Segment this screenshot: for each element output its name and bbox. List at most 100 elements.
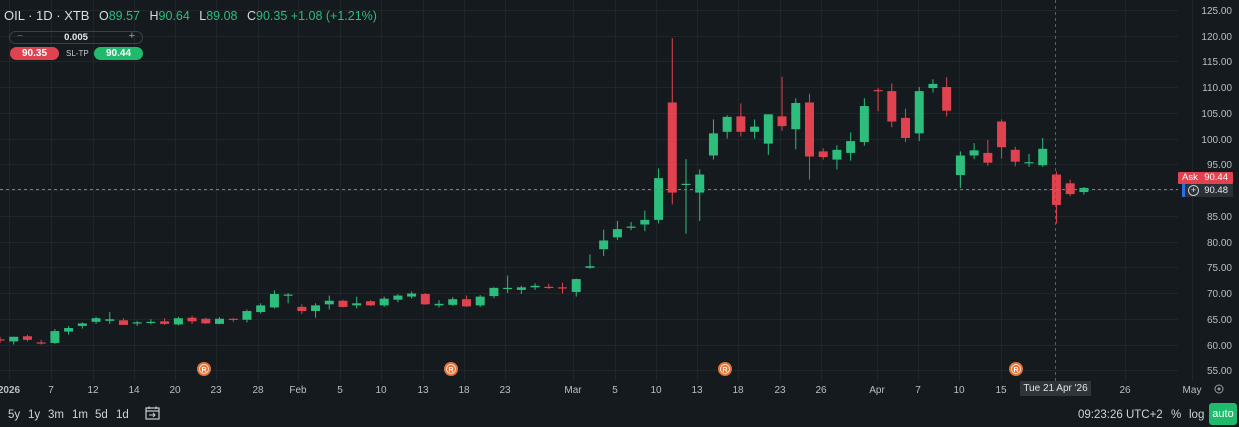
- candle: [901, 108, 911, 143]
- dividend-marker[interactable]: R: [1009, 362, 1023, 376]
- candle: [708, 119, 718, 160]
- candle: [352, 296, 362, 309]
- candle: [571, 278, 581, 297]
- candle-body: [585, 266, 595, 268]
- change-value: +1.08 (+1.21%): [290, 9, 377, 23]
- buy-button[interactable]: 90.44: [94, 47, 143, 60]
- candle-body: [132, 322, 142, 324]
- candle-body: [9, 336, 19, 342]
- candle-body: [914, 91, 924, 134]
- dividend-marker-ring: [446, 364, 456, 374]
- candle-body: [901, 117, 911, 138]
- time-tick-label: 28: [252, 385, 264, 396]
- quantity-stepper[interactable]: − 0.005 +: [9, 30, 143, 44]
- sell-button[interactable]: 90.35: [10, 47, 59, 60]
- current-price-tag[interactable]: + 90.48: [1182, 184, 1233, 197]
- candle-body: [352, 303, 362, 306]
- candle: [530, 283, 540, 290]
- candle: [750, 119, 760, 139]
- candle-body: [777, 116, 787, 127]
- dividend-marker-label: R: [722, 367, 727, 374]
- candle: [448, 297, 458, 306]
- increase-quantity-button[interactable]: +: [128, 30, 135, 42]
- candle: [558, 282, 568, 294]
- percent-scale-toggle[interactable]: %: [1171, 409, 1182, 421]
- candle-body: [708, 133, 718, 156]
- time-tick-label: 26: [815, 385, 827, 396]
- range-1d-button[interactable]: 1d: [116, 409, 129, 421]
- range-5y-button[interactable]: 5y: [8, 409, 21, 421]
- candle-body: [489, 287, 499, 297]
- candle: [173, 316, 183, 326]
- candle-body: [791, 102, 801, 130]
- candle: [22, 334, 32, 342]
- candle: [544, 283, 554, 289]
- settings-icon[interactable]: [1214, 384, 1224, 394]
- time-axis[interactable]: 2026 7 12 14 20 23 28 Feb 5 10 13 18 23 Mar 5 10 13 18 23 2…: [0, 385, 1201, 396]
- candle: [791, 98, 801, 150]
- candle: [0, 336, 5, 343]
- candle-body: [558, 287, 568, 289]
- clock-timezone[interactable]: 09:23:26 UTC+2: [1078, 409, 1163, 421]
- price-chart[interactable]: R R R R 55.00 60.00 65.00 70.00 75.00 80.00 85.00…: [0, 0, 1239, 400]
- range-1y-button[interactable]: 1y: [28, 409, 41, 421]
- dividend-marker-label: R: [201, 367, 206, 374]
- price-axis[interactable]: 55.0060.0065.0070.0075.0080.0085.0090.00…: [1201, 6, 1232, 377]
- candle-body: [530, 285, 540, 288]
- candle: [489, 287, 499, 299]
- candle: [818, 148, 828, 160]
- candle: [475, 295, 485, 307]
- candle: [201, 317, 211, 324]
- decrease-quantity-button[interactable]: −: [17, 31, 23, 42]
- candle-body: [434, 303, 444, 306]
- dividend-marker[interactable]: R: [718, 362, 732, 376]
- candle-body: [1079, 187, 1089, 193]
- candle: [942, 77, 952, 117]
- dividend-marker-ring: [199, 364, 209, 374]
- candle-body: [475, 296, 485, 306]
- price-tick-label: 115.00: [1202, 57, 1232, 68]
- candle: [461, 295, 471, 307]
- candle-body: [942, 87, 952, 111]
- dividend-marker-ring: [720, 364, 730, 374]
- go-to-date-calendar-icon[interactable]: [145, 406, 160, 420]
- quantity-value[interactable]: 0.005: [64, 32, 88, 43]
- grid-lines: [0, 0, 1193, 381]
- candle-body: [818, 151, 828, 158]
- candle-body: [1038, 148, 1048, 166]
- candle: [365, 300, 375, 306]
- range-5d-button[interactable]: 5d: [95, 409, 108, 421]
- candle-body: [969, 150, 979, 156]
- add-order-icon[interactable]: +: [1188, 185, 1199, 196]
- current-price-value: 90.48: [1204, 185, 1228, 196]
- dividend-marker[interactable]: R: [197, 362, 211, 376]
- sl-tp-button[interactable]: SL-TP: [66, 49, 89, 58]
- price-tick-label: 60.00: [1207, 341, 1232, 352]
- candle-body: [626, 226, 636, 228]
- candle-body: [91, 318, 101, 322]
- price-tick-label: 75.00: [1207, 263, 1232, 274]
- auto-scale-toggle[interactable]: auto: [1209, 403, 1237, 425]
- time-tick-label: Mar: [564, 385, 582, 396]
- candle-body: [269, 294, 279, 308]
- time-tick-label: 2026: [0, 385, 21, 396]
- log-scale-toggle[interactable]: log: [1189, 409, 1205, 421]
- candle: [516, 285, 526, 295]
- time-tick-label: 23: [499, 385, 511, 396]
- candle-body: [887, 91, 897, 122]
- candle-body: [256, 305, 266, 313]
- range-3m-button[interactable]: 3m: [48, 409, 64, 421]
- candle: [654, 168, 664, 224]
- candle-body: [283, 294, 293, 296]
- range-1m-button[interactable]: 1m: [72, 409, 88, 421]
- candle-body: [516, 287, 526, 290]
- candle-body: [640, 219, 650, 225]
- candle-body: [1065, 183, 1075, 195]
- candle-body: [750, 126, 760, 132]
- price-tick-label: 100.00: [1201, 135, 1232, 146]
- candle-body: [667, 102, 677, 193]
- dividend-marker[interactable]: R: [444, 362, 458, 376]
- candle-body: [105, 319, 115, 321]
- candle-body: [1024, 162, 1034, 164]
